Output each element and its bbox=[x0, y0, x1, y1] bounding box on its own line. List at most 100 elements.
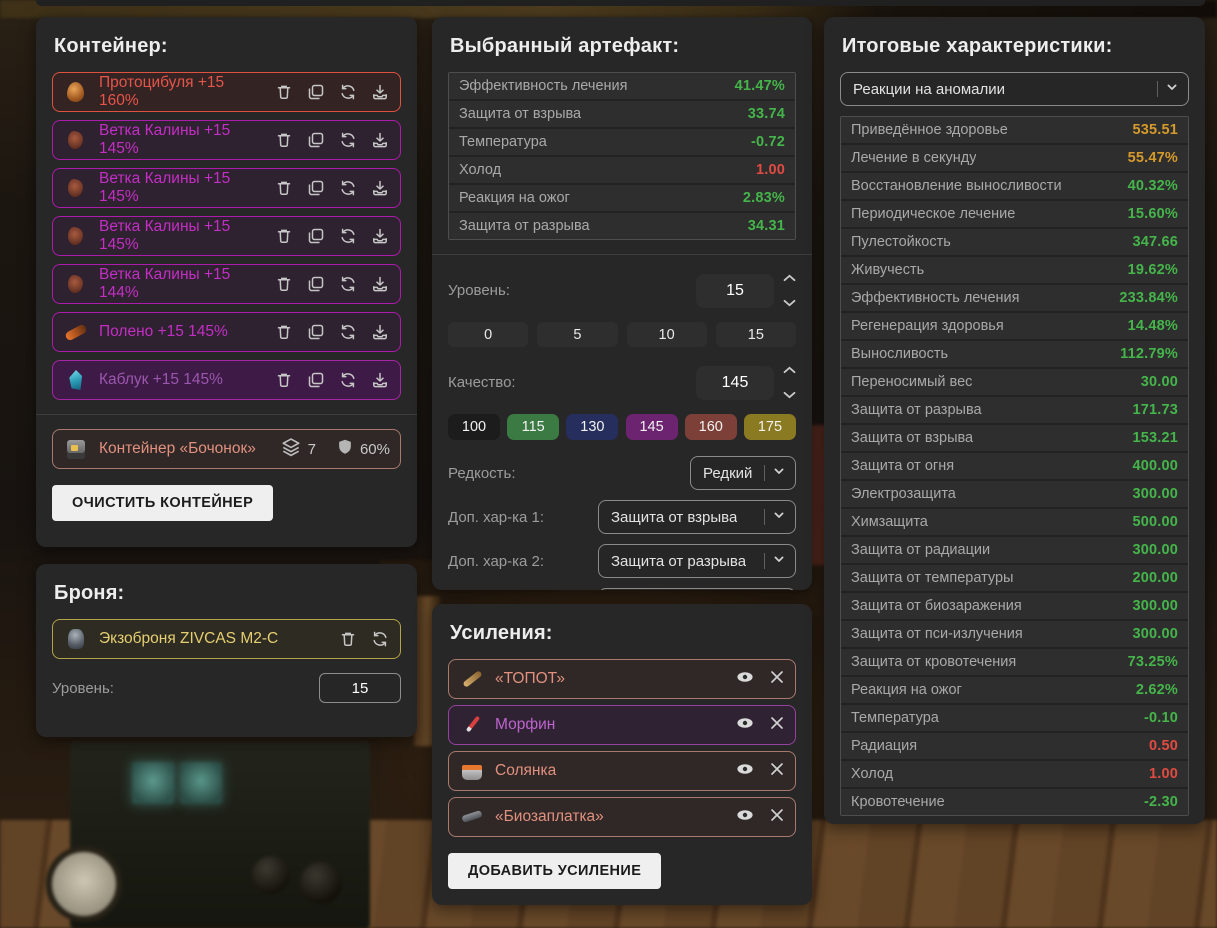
copy-icon[interactable] bbox=[306, 130, 326, 150]
level-preset-button[interactable]: 5 bbox=[537, 322, 618, 347]
reset-icon[interactable] bbox=[338, 130, 358, 150]
container-item[interactable]: Протоцибуля +15 160% bbox=[52, 72, 401, 112]
save-icon[interactable] bbox=[370, 130, 390, 150]
stat-value: 347.66 bbox=[1132, 234, 1178, 250]
trash-icon[interactable] bbox=[274, 130, 294, 150]
stat-row: Температура -0.72 bbox=[449, 129, 795, 155]
chevron-down-icon bbox=[771, 463, 787, 483]
stat-value: 300.00 bbox=[1132, 598, 1178, 614]
quality-preset-button[interactable]: 100 bbox=[448, 414, 500, 440]
quality-input[interactable]: 145 bbox=[696, 365, 774, 400]
close-icon[interactable] bbox=[769, 807, 785, 828]
extra-stat-1-select[interactable]: Защита от взрыва bbox=[598, 500, 796, 534]
copy-icon[interactable] bbox=[306, 322, 326, 342]
reset-icon[interactable] bbox=[338, 322, 358, 342]
stat-label: Переносимый вес bbox=[851, 374, 973, 390]
container-item[interactable]: Ветка Калины +15 145% bbox=[52, 120, 401, 160]
trash-icon[interactable] bbox=[274, 226, 294, 246]
extra-stat-2-select[interactable]: Защита от разрыва bbox=[598, 544, 796, 578]
trash-icon[interactable] bbox=[274, 322, 294, 342]
armor-item[interactable]: Экзоброня ZIVCAS M2-C bbox=[52, 619, 401, 659]
container-summary[interactable]: Контейнер «Бочонок» 7 60% bbox=[52, 429, 401, 469]
reset-icon[interactable] bbox=[338, 274, 358, 294]
boost-item[interactable]: «ТОПОТ» bbox=[448, 659, 796, 699]
artifact-item-icon bbox=[64, 272, 88, 296]
extra-stat-3-select[interactable]: Эффективность ле... bbox=[598, 588, 796, 590]
shield-icon bbox=[336, 437, 354, 461]
boost-item[interactable]: «Биозаплатка» bbox=[448, 797, 796, 837]
stat-label: Кровотечение bbox=[851, 794, 945, 810]
add-boost-button[interactable]: ДОБАВИТЬ УСИЛЕНИЕ bbox=[448, 853, 662, 889]
reset-icon[interactable] bbox=[338, 370, 358, 390]
level-preset-button[interactable]: 0 bbox=[448, 322, 529, 347]
trash-icon[interactable] bbox=[338, 629, 358, 649]
spinner-down-icon[interactable] bbox=[783, 294, 796, 312]
eye-icon[interactable] bbox=[735, 759, 755, 784]
quality-preset-button[interactable]: 130 bbox=[566, 414, 619, 440]
level-presets: 0 5 10 15 bbox=[448, 322, 796, 347]
quality-preset-button[interactable]: 160 bbox=[684, 414, 737, 440]
totals-filter-value: Реакции на аномалии bbox=[853, 80, 1006, 98]
container-item[interactable]: Ветка Калины +15 145% bbox=[52, 168, 401, 208]
spinner-up-icon[interactable] bbox=[783, 361, 796, 379]
level-preset-button[interactable]: 10 bbox=[626, 322, 707, 347]
save-icon[interactable] bbox=[370, 370, 390, 390]
spinner-up-icon[interactable] bbox=[783, 269, 796, 287]
trash-icon[interactable] bbox=[274, 178, 294, 198]
spinner-down-icon[interactable] bbox=[783, 386, 796, 404]
totals-filter-select[interactable]: Реакции на аномалии bbox=[840, 72, 1189, 106]
copy-icon[interactable] bbox=[306, 274, 326, 294]
close-icon[interactable] bbox=[769, 715, 785, 736]
clear-container-button[interactable]: ОЧИСТИТЬ КОНТЕЙНЕР bbox=[52, 485, 274, 521]
eye-icon[interactable] bbox=[735, 667, 755, 692]
container-item[interactable]: Ветка Калины +15 144% bbox=[52, 264, 401, 304]
copy-icon[interactable] bbox=[306, 370, 326, 390]
stat-row: Эффективность лечения 233.84% bbox=[841, 285, 1188, 311]
save-icon[interactable] bbox=[370, 82, 390, 102]
stat-row: Защита от взрыва 153.21 bbox=[841, 425, 1188, 451]
quality-preset-button[interactable]: 175 bbox=[743, 414, 796, 440]
stat-value: 30.00 bbox=[1140, 374, 1178, 390]
reset-icon[interactable] bbox=[370, 629, 390, 649]
stat-value: 0.50 bbox=[1148, 738, 1178, 754]
stat-value: 300.00 bbox=[1132, 486, 1178, 502]
quality-presets: 100 115 130 145 160 175 bbox=[448, 414, 796, 440]
trash-icon[interactable] bbox=[274, 82, 294, 102]
stat-value: -0.10 bbox=[1143, 710, 1178, 726]
copy-icon[interactable] bbox=[306, 82, 326, 102]
chevron-down-icon bbox=[771, 551, 787, 571]
save-icon[interactable] bbox=[370, 178, 390, 198]
reset-icon[interactable] bbox=[338, 226, 358, 246]
save-icon[interactable] bbox=[370, 226, 390, 246]
quality-preset-button[interactable]: 115 bbox=[507, 414, 560, 440]
quality-preset-button[interactable]: 145 bbox=[625, 414, 678, 440]
close-icon[interactable] bbox=[769, 669, 785, 690]
trash-icon[interactable] bbox=[274, 370, 294, 390]
reset-icon[interactable] bbox=[338, 82, 358, 102]
save-icon[interactable] bbox=[370, 322, 390, 342]
stat-row: Защита от кровотечения 73.25% bbox=[841, 649, 1188, 675]
eye-icon[interactable] bbox=[735, 713, 755, 738]
copy-icon[interactable] bbox=[306, 226, 326, 246]
container-item[interactable]: Ветка Калины +15 145% bbox=[52, 216, 401, 256]
close-icon[interactable] bbox=[769, 761, 785, 782]
trash-icon[interactable] bbox=[274, 274, 294, 294]
armor-level-input[interactable]: 15 bbox=[319, 673, 401, 703]
boosts-title: Усиления: bbox=[450, 622, 553, 644]
totals-title: Итоговые характеристики: bbox=[842, 35, 1113, 57]
boost-item[interactable]: Морфин bbox=[448, 705, 796, 745]
save-icon[interactable] bbox=[370, 274, 390, 294]
stat-value: 112.79% bbox=[1120, 346, 1178, 362]
rarity-select[interactable]: Редкий bbox=[690, 456, 796, 490]
level-input[interactable]: 15 bbox=[696, 273, 774, 308]
copy-icon[interactable] bbox=[306, 178, 326, 198]
reset-icon[interactable] bbox=[338, 178, 358, 198]
level-preset-button[interactable]: 15 bbox=[715, 322, 796, 347]
chevron-down-icon bbox=[1164, 79, 1180, 99]
container-item-selected[interactable]: Каблук +15 145% bbox=[52, 360, 401, 400]
container-title: Контейнер: bbox=[54, 35, 168, 57]
eye-icon[interactable] bbox=[735, 805, 755, 830]
container-item[interactable]: Полено +15 145% bbox=[52, 312, 401, 352]
stat-label: Периодическое лечение bbox=[851, 206, 1016, 222]
boost-item[interactable]: Солянка bbox=[448, 751, 796, 791]
